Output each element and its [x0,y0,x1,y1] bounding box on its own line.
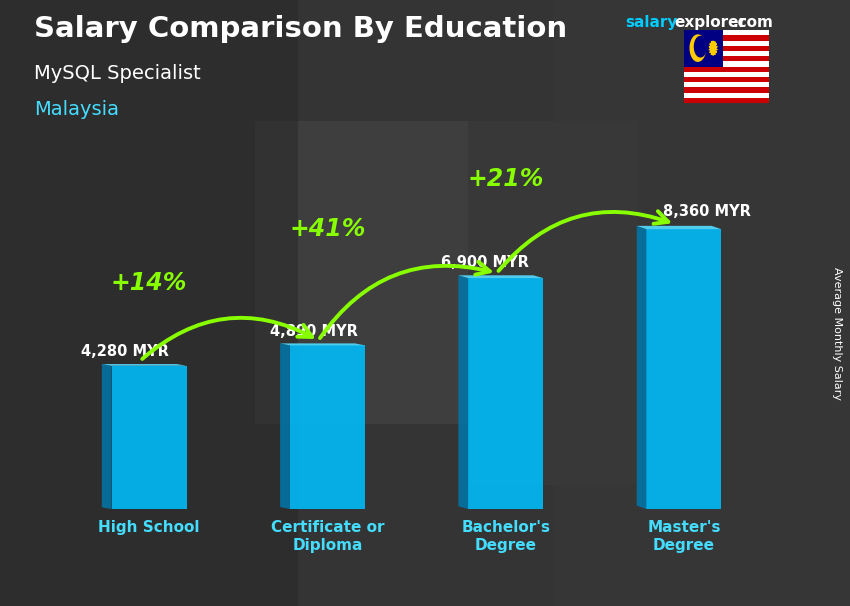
Bar [684,36,769,41]
Text: explorer: explorer [674,15,746,30]
Bar [684,82,769,87]
Bar [684,46,769,51]
Bar [684,61,769,67]
Text: +14%: +14% [110,271,187,295]
Text: 6,900 MYR: 6,900 MYR [441,255,530,270]
Text: +41%: +41% [289,217,366,241]
Polygon shape [102,364,186,366]
Polygon shape [690,35,706,61]
Text: Average Monthly Salary: Average Monthly Salary [832,267,842,400]
Bar [468,278,543,509]
Bar [290,345,365,509]
Text: 8,360 MYR: 8,360 MYR [662,204,751,219]
Polygon shape [637,226,722,229]
Polygon shape [458,275,543,278]
Bar [684,51,769,56]
Bar [684,67,769,72]
Polygon shape [280,344,290,509]
Polygon shape [280,344,365,345]
Text: salary: salary [625,15,677,30]
Bar [684,72,769,77]
Bar [0,0,298,606]
Bar [684,93,769,98]
Bar [684,56,769,61]
Bar [255,121,468,424]
Polygon shape [102,364,111,509]
Bar [684,41,769,46]
Bar [552,0,850,606]
Text: +21%: +21% [468,167,544,191]
Text: MySQL Specialist: MySQL Specialist [34,64,201,82]
Bar [684,98,769,103]
Bar [468,121,638,485]
Polygon shape [637,226,647,509]
Text: Malaysia: Malaysia [34,100,119,119]
Polygon shape [709,41,717,55]
Bar [647,229,722,509]
Bar [684,77,769,82]
Bar [684,87,769,93]
Text: 4,280 MYR: 4,280 MYR [82,344,169,359]
Bar [684,30,769,36]
Polygon shape [458,275,468,509]
Text: .com: .com [733,15,774,30]
Bar [111,366,186,509]
Text: Salary Comparison By Education: Salary Comparison By Education [34,15,567,43]
Polygon shape [694,36,706,57]
Text: 4,890 MYR: 4,890 MYR [270,324,358,339]
Bar [684,30,722,67]
